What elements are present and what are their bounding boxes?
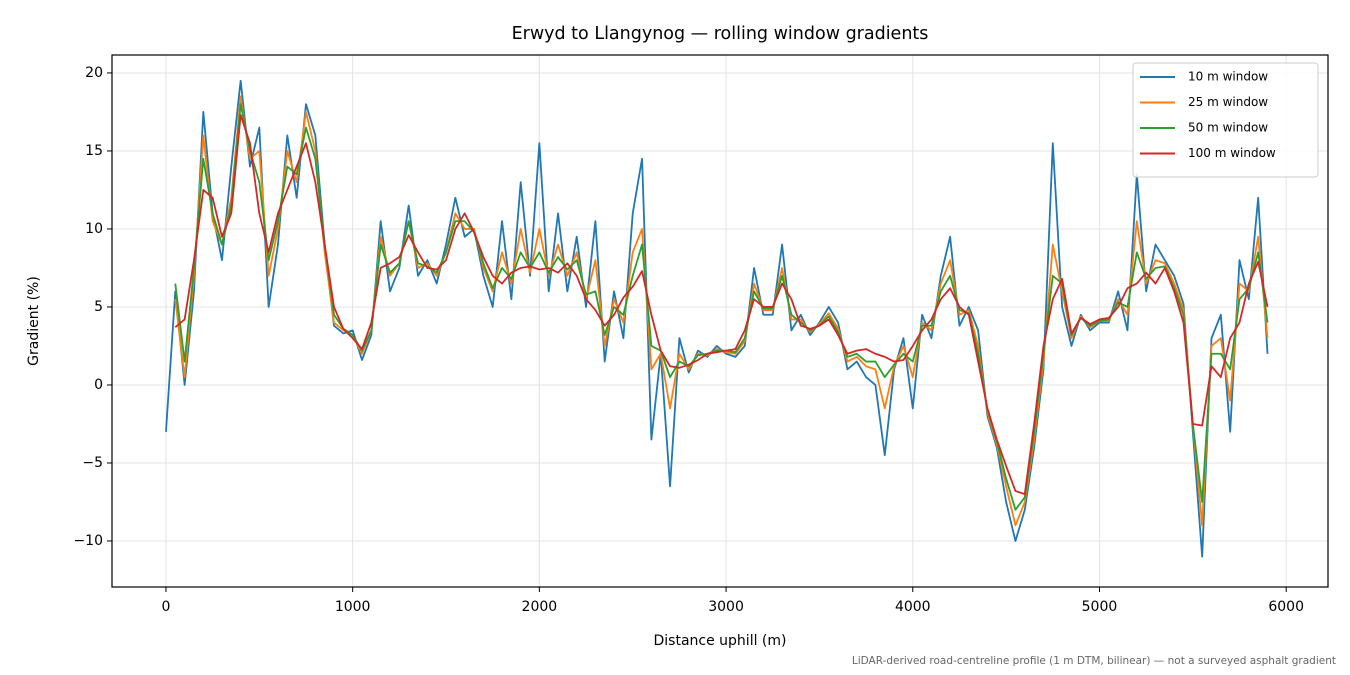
plot-lines [165, 79, 1269, 558]
chart-title: Erwyd to Llangynog — rolling window grad… [512, 24, 929, 44]
plot-frame [111, 54, 1329, 588]
data-line [174, 114, 1269, 496]
x-tick-label: 6000 [1268, 599, 1304, 615]
x-tick-label: 3000 [708, 599, 744, 615]
y-tick-label: 0 [94, 377, 103, 393]
y-tick-label: 15 [85, 143, 103, 159]
legend-label: 50 m window [1188, 121, 1268, 135]
y-tick-label: −10 [73, 533, 103, 549]
axes: 0 1000 2000 3000 4000 5000 6000 −10 −5 0 5 10 15 20 [73, 65, 1304, 615]
y-tick-label: 5 [94, 299, 103, 315]
x-axis-label: Distance uphill (m) [654, 633, 787, 649]
y-tick-label: 20 [85, 65, 103, 81]
legend-label: 25 m window [1188, 95, 1268, 109]
y-tick-label: −5 [82, 455, 103, 471]
x-tick-label: 5000 [1082, 599, 1118, 615]
y-tick-label: 10 [85, 221, 103, 237]
legend-label: 100 m window [1188, 146, 1276, 160]
legend-box [1132, 62, 1319, 178]
legend-label: 10 m window [1188, 70, 1268, 84]
x-tick-label: 0 [161, 599, 170, 615]
legend: 10 m window 25 m window 50 m window 100 m w… [1132, 62, 1319, 178]
footnote: LiDAR-derived road-centreline profile (1… [852, 655, 1336, 667]
x-tick-label: 4000 [895, 599, 931, 615]
x-tick-label: 1000 [335, 599, 371, 615]
y-axis-label: Gradient (%) [26, 276, 42, 366]
x-tick-label: 2000 [522, 599, 558, 615]
